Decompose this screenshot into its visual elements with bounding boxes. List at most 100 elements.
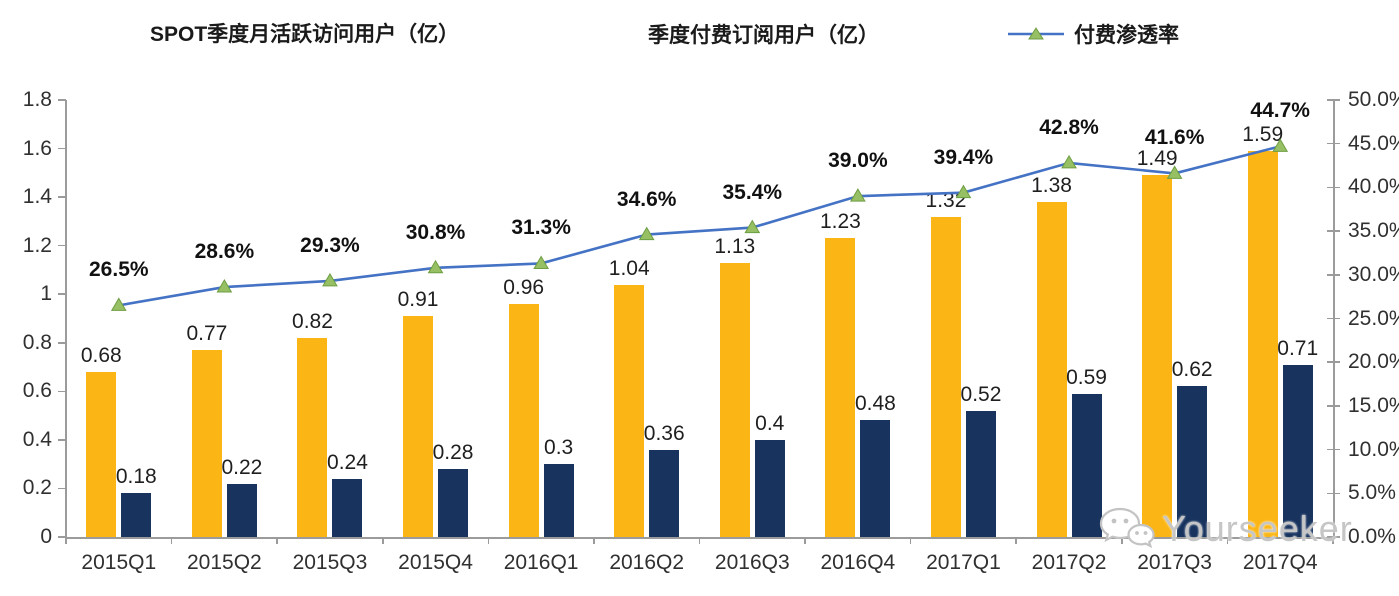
left-axis-tick bbox=[58, 439, 66, 441]
x-axis-category-label: 2015Q4 bbox=[398, 551, 473, 574]
left-axis-tick-label: 0.4 bbox=[22, 427, 52, 451]
x-axis-boundary-tick bbox=[804, 537, 806, 544]
left-axis-tick-label: 1 bbox=[40, 282, 52, 306]
bar-subscribers-value-label: 0.3 bbox=[544, 436, 574, 460]
bar-subscribers-value-label: 0.52 bbox=[960, 382, 1002, 406]
left-axis-tick bbox=[58, 487, 66, 490]
bar-mau-value-label: 1.23 bbox=[819, 210, 861, 234]
x-axis-category-label: 2016Q3 bbox=[714, 551, 790, 574]
bar-subscribers bbox=[860, 420, 891, 537]
bar-mau bbox=[86, 371, 117, 537]
triangle-marker-icon bbox=[322, 272, 338, 287]
x-axis-category-label: 2015Q3 bbox=[292, 551, 368, 574]
penetration-line bbox=[110, 138, 1289, 311]
x-axis-boundary-tick bbox=[1121, 537, 1123, 544]
left-axis-tick-label: 0 bbox=[40, 525, 52, 548]
bar-mau-value-label: 0.91 bbox=[397, 288, 439, 312]
legend-item-penetration: 付费渗透率 bbox=[1008, 19, 1179, 49]
bar-subscribers bbox=[226, 483, 257, 537]
x-axis-category-label: 2017Q2 bbox=[1031, 551, 1107, 574]
left-axis-tick bbox=[58, 99, 66, 101]
bar-mau-value-label: 0.77 bbox=[186, 322, 228, 346]
x-axis-category-label: 2016Q2 bbox=[609, 551, 685, 574]
watermark-text: Yourseeker bbox=[1162, 508, 1353, 549]
right-axis-tick bbox=[1327, 448, 1340, 451]
penetration-pct-label: 31.3% bbox=[511, 216, 571, 240]
x-axis-boundary-tick bbox=[170, 537, 173, 544]
bar-mau bbox=[614, 284, 645, 537]
right-axis-tick-label: 15.0% bbox=[1348, 393, 1399, 417]
bar-mau bbox=[930, 216, 961, 537]
bar-subscribers bbox=[1282, 364, 1313, 537]
penetration-pct-label: 30.8% bbox=[405, 220, 466, 244]
left-axis-tick bbox=[58, 147, 66, 150]
bar-subscribers bbox=[965, 410, 996, 537]
bar-mau bbox=[719, 262, 750, 537]
right-axis-tick bbox=[1327, 186, 1340, 189]
right-axis-tick-label: 5.0% bbox=[1348, 481, 1396, 505]
x-axis-category-label: 2017Q1 bbox=[926, 551, 1001, 574]
left-axis-tick bbox=[58, 341, 66, 344]
bar-mau-value-label: 1.04 bbox=[608, 256, 650, 280]
legend-item-mau: SPOT季度月活跃访问用户（亿） bbox=[88, 18, 459, 48]
bar-subscribers bbox=[332, 478, 363, 537]
bar-subscribers-value-label: 0.59 bbox=[1066, 365, 1107, 389]
bar-subscribers-value-label: 0.4 bbox=[755, 411, 785, 435]
x-axis-category-label: 2017Q4 bbox=[1242, 551, 1318, 574]
legend-label-penetration: 付费渗透率 bbox=[1074, 24, 1179, 47]
right-axis-tick-label: 45.0% bbox=[1348, 131, 1399, 155]
bar-subscribers-value-label: 0.28 bbox=[432, 441, 474, 465]
penetration-pct-label: 39.0% bbox=[828, 149, 888, 173]
left-axis-tick bbox=[58, 536, 66, 538]
bar-subscribers bbox=[754, 439, 785, 537]
left-axis-tick-label: 1.8 bbox=[22, 88, 52, 111]
right-axis-tick bbox=[1327, 317, 1340, 320]
right-axis-tick-label: 25.0% bbox=[1348, 306, 1399, 330]
triangle-marker-icon bbox=[955, 184, 972, 199]
bar-mau-value-label: 0.68 bbox=[80, 343, 122, 367]
x-axis-boundary-tick bbox=[1015, 537, 1018, 544]
bar-subscribers bbox=[543, 464, 574, 537]
bar-mau-value-label: 0.96 bbox=[503, 275, 545, 299]
triangle-marker-icon bbox=[427, 259, 444, 274]
x-axis-category-label: 2015Q1 bbox=[81, 551, 157, 574]
penetration-pct-label: 44.7% bbox=[1250, 99, 1310, 123]
bar-mau bbox=[1142, 175, 1173, 537]
x-axis-boundary-tick bbox=[381, 537, 384, 544]
chart-legend: SPOT季度月活跃访问用户（亿） 季度付费订阅用户（亿） 付费渗透率 bbox=[0, 14, 1399, 54]
bar-subscribers-value-label: 0.18 bbox=[115, 465, 157, 489]
bar-mau bbox=[825, 238, 856, 537]
penetration-pct-label: 41.6% bbox=[1144, 126, 1205, 150]
x-axis-boundary-tick bbox=[276, 537, 278, 544]
bar-mau bbox=[508, 303, 539, 537]
right-axis-tick bbox=[1327, 274, 1340, 276]
y-axis-line-left bbox=[65, 100, 67, 537]
left-axis-tick-label: 1.6 bbox=[22, 136, 52, 160]
bar-mau-value-label: 1.59 bbox=[1242, 122, 1284, 146]
right-axis-tick-label: 30.0% bbox=[1348, 262, 1399, 286]
wechat-icon bbox=[1098, 506, 1156, 552]
x-axis-boundary-tick bbox=[698, 537, 701, 544]
triangle-marker-icon bbox=[216, 279, 233, 293]
legend-item-subscribers: 季度付费订阅用户（亿） bbox=[592, 19, 879, 49]
x-axis-category-label: 2016Q4 bbox=[820, 551, 896, 574]
penetration-pct-label: 35.4% bbox=[722, 180, 783, 204]
watermark: Yourseeker bbox=[1098, 506, 1353, 552]
triangle-marker-icon bbox=[638, 226, 655, 241]
left-axis-tick-label: 1.2 bbox=[22, 233, 52, 257]
bar-mau bbox=[1247, 150, 1278, 537]
x-axis-boundary-tick bbox=[909, 537, 912, 544]
bar-mau bbox=[1036, 201, 1067, 537]
penetration-pct-label: 28.6% bbox=[194, 240, 255, 264]
right-axis-tick bbox=[1327, 536, 1340, 538]
x-axis-boundary-tick bbox=[65, 537, 67, 544]
right-axis-tick bbox=[1327, 361, 1340, 363]
bar-mau bbox=[297, 337, 328, 537]
bar-subscribers-value-label: 0.22 bbox=[221, 455, 263, 479]
left-axis-tick bbox=[58, 244, 66, 247]
x-axis-boundary-tick bbox=[1332, 537, 1334, 544]
x-axis-category-label: 2015Q2 bbox=[187, 551, 262, 574]
right-axis-tick-label: 50.0% bbox=[1348, 88, 1399, 111]
left-axis-tick-label: 0.2 bbox=[22, 476, 52, 500]
